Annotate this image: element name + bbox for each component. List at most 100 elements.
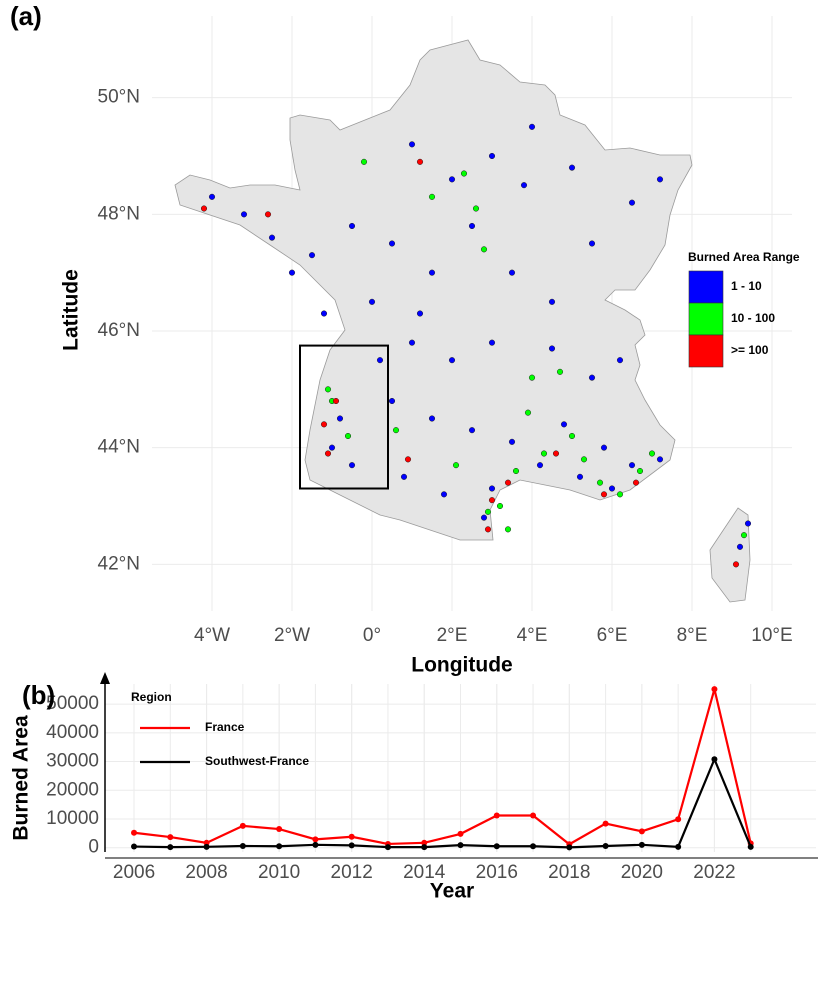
y-tick-label: 50°N (98, 87, 140, 108)
fire-point (388, 240, 396, 247)
legend-title: Burned Area Range (688, 250, 800, 264)
fire-point (512, 467, 520, 475)
series-point (493, 843, 500, 850)
series-point (711, 686, 718, 693)
x-tick-label: 2016 (476, 862, 518, 883)
series-point (530, 843, 537, 850)
y-axis-title: Burned Area (10, 715, 33, 841)
x-tick-label: 6°E (597, 625, 628, 646)
x-tick-label: 2010 (258, 862, 300, 883)
fire-point (320, 310, 328, 317)
fire-point (328, 444, 336, 451)
fire-point (348, 222, 356, 230)
series-point (493, 812, 500, 819)
france-outline (174, 39, 693, 541)
x-tick-label: 0° (363, 625, 381, 646)
fire-point (656, 456, 664, 463)
x-tick-label: 4°W (194, 625, 230, 646)
fire-point (588, 374, 596, 381)
legend-swatch (688, 270, 724, 304)
fire-point (740, 532, 748, 539)
series-point (384, 844, 391, 851)
fire-point (344, 432, 352, 440)
series-point (675, 816, 682, 823)
fire-point (348, 462, 356, 469)
fire-point (600, 444, 608, 451)
line-grid (105, 684, 816, 852)
series-point (203, 843, 210, 850)
series-point (131, 829, 138, 836)
series-point (457, 830, 464, 837)
series-point (457, 842, 464, 849)
y-tick-label: 48°N (98, 203, 140, 224)
legend-label: Southwest-France (205, 754, 309, 768)
fire-point (416, 310, 424, 317)
fire-point (484, 508, 492, 515)
fire-point (264, 211, 272, 218)
fire-point (548, 298, 556, 305)
legend-title: Region (131, 690, 172, 704)
fire-point (480, 246, 488, 253)
fire-point (648, 450, 656, 457)
series-point (638, 828, 645, 835)
fire-point (488, 497, 496, 504)
fire-point (524, 409, 532, 416)
fire-point (368, 298, 376, 305)
legend-label: France (205, 720, 245, 734)
x-tick-label: 2°W (274, 625, 310, 646)
fire-point (360, 158, 368, 165)
fire-point (240, 211, 248, 218)
fire-point (616, 357, 624, 364)
x-tick-label: 8°E (677, 625, 708, 646)
legend-label: >= 100 (731, 343, 769, 357)
fire-point (632, 479, 640, 486)
fire-point (556, 368, 564, 375)
fire-point (540, 450, 548, 457)
fire-point (480, 514, 488, 521)
fire-point (588, 240, 596, 247)
fire-point (320, 421, 328, 428)
fire-point (560, 421, 568, 428)
fire-point (656, 176, 664, 183)
fire-point (744, 520, 752, 527)
fire-point (508, 269, 516, 276)
fire-point (508, 438, 516, 445)
series-point (131, 843, 138, 850)
x-tick-label: 2018 (548, 862, 590, 883)
x-tick-label: 10°E (751, 625, 792, 646)
series-line (134, 756, 752, 849)
x-axis-title: Longitude (411, 654, 512, 677)
y-tick-label: 10000 (46, 808, 99, 829)
series-point (602, 842, 609, 849)
legend-swatch (688, 334, 724, 368)
fire-point (528, 374, 536, 381)
series-point (638, 841, 645, 848)
legend-swatch (688, 302, 724, 336)
fire-point (520, 182, 528, 189)
fire-point (428, 193, 436, 200)
fire-point (504, 479, 512, 486)
series-point (276, 843, 283, 850)
fire-point (460, 170, 468, 177)
fire-point (468, 222, 476, 230)
series-point (276, 826, 283, 833)
fire-point (616, 491, 624, 498)
y-tick-label: 42°N (98, 553, 140, 574)
region-box (299, 344, 389, 490)
fire-point (448, 176, 456, 183)
y-arrowhead (100, 672, 110, 684)
series-point (675, 843, 682, 850)
series-point (239, 842, 246, 849)
series-point (421, 844, 428, 851)
x-tick-label: 2020 (621, 862, 663, 883)
fire-point (552, 450, 560, 457)
fire-point (288, 269, 296, 276)
series-point (530, 812, 537, 819)
x-tick-label: 2006 (113, 862, 155, 883)
fire-point (416, 158, 424, 165)
fire-point (488, 485, 496, 492)
fire-point (332, 397, 340, 405)
fire-point (736, 543, 744, 550)
series-point (348, 833, 355, 840)
y-tick-label: 46°N (98, 320, 140, 341)
